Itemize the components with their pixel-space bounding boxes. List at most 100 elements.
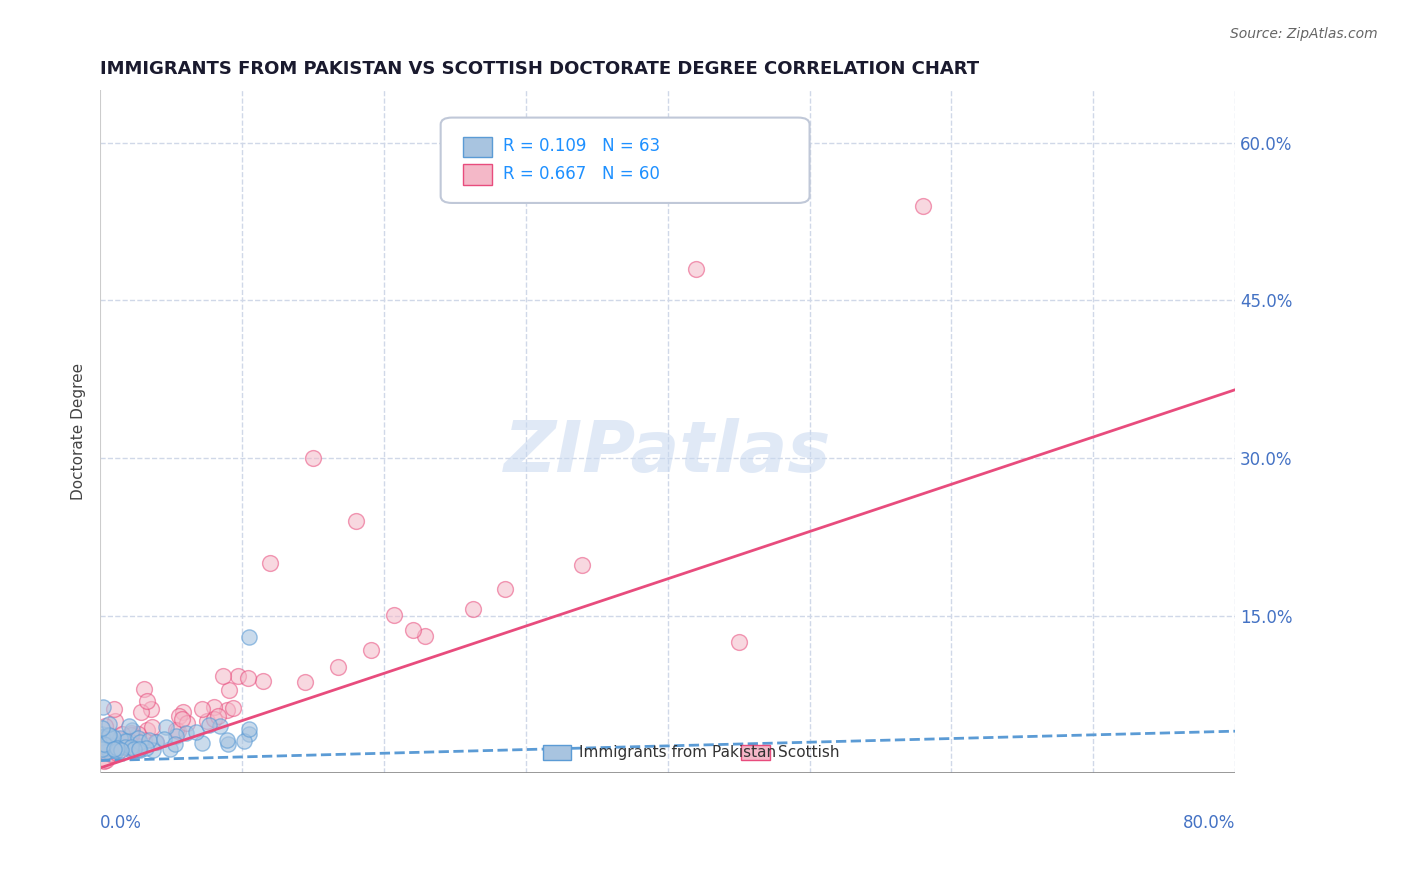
Point (97, 730, 120, 744)
Point (93, 737, 115, 751)
FancyBboxPatch shape (543, 745, 571, 759)
Point (93, 745, 115, 759)
Point (215, 732, 238, 747)
Point (91, 738, 114, 752)
Point (222, 701, 245, 715)
Point (202, 712, 225, 726)
Point (208, 719, 231, 733)
Point (120, 742, 142, 756)
Point (134, 732, 156, 747)
Point (91, 744, 114, 758)
Point (494, 582, 516, 596)
Point (90, 742, 112, 756)
Point (96, 741, 118, 756)
Point (98, 738, 121, 752)
Point (94, 753, 117, 767)
Point (97, 744, 120, 758)
Point (118, 734, 141, 748)
Point (232, 734, 254, 748)
Text: 0.0%: 0.0% (100, 814, 142, 832)
Point (145, 735, 167, 749)
Point (94, 719, 117, 733)
Point (238, 630, 260, 644)
Point (98, 729, 121, 743)
Point (226, 669, 249, 683)
Point (202, 700, 225, 714)
Point (152, 732, 174, 747)
Point (114, 740, 136, 755)
Text: Source: ZipAtlas.com: Source: ZipAtlas.com (1230, 27, 1378, 41)
Point (402, 624, 425, 638)
Point (91, 730, 114, 744)
Point (110, 743, 132, 757)
Point (91, 699, 114, 714)
Point (111, 727, 134, 741)
Point (145, 735, 167, 749)
Point (118, 719, 141, 733)
Point (94, 738, 117, 752)
Point (91, 721, 114, 735)
Point (97, 717, 120, 731)
Point (120, 740, 142, 755)
Point (190, 702, 212, 716)
Point (104, 743, 127, 757)
Point (218, 683, 240, 698)
Point (328, 660, 350, 674)
Point (141, 743, 163, 757)
Text: Scottish: Scottish (778, 745, 839, 759)
Point (107, 732, 129, 747)
Point (108, 739, 131, 754)
Point (138, 732, 160, 747)
Point (100, 747, 122, 761)
Point (96, 744, 118, 758)
Point (127, 731, 149, 745)
Point (105, 740, 128, 755)
Point (135, 723, 157, 737)
Point (112, 734, 135, 748)
Point (120, 728, 142, 742)
Point (136, 694, 159, 708)
Point (207, 708, 229, 723)
Point (294, 675, 316, 690)
Text: IMMIGRANTS FROM PAKISTAN VS SCOTTISH DOCTORATE DEGREE CORRELATION CHART: IMMIGRANTS FROM PAKISTAN VS SCOTTISH DOC… (100, 60, 979, 78)
Point (112, 739, 135, 753)
Point (104, 714, 127, 728)
Point (360, 642, 382, 657)
Point (105, 744, 128, 758)
Point (115, 733, 138, 747)
Point (104, 740, 127, 755)
Point (215, 703, 238, 717)
Point (174, 726, 197, 740)
Point (103, 702, 125, 716)
Point (172, 705, 194, 719)
Point (236, 671, 259, 685)
Point (93, 754, 115, 768)
FancyBboxPatch shape (440, 118, 810, 203)
Point (191, 736, 214, 750)
Point (128, 741, 150, 756)
Point (122, 742, 145, 756)
Point (217, 737, 239, 751)
Point (211, 669, 233, 683)
FancyBboxPatch shape (464, 164, 492, 185)
Point (165, 723, 187, 738)
Point (238, 727, 260, 741)
Point (121, 723, 143, 738)
Point (461, 601, 484, 615)
Point (122, 743, 145, 757)
Text: Immigrants from Pakistan: Immigrants from Pakistan (579, 745, 776, 759)
Point (382, 608, 405, 623)
Point (165, 729, 187, 743)
Point (135, 740, 157, 755)
Point (120, 725, 142, 739)
Text: ZIPatlas: ZIPatlas (503, 417, 831, 487)
Point (127, 739, 149, 754)
Text: R = 0.109   N = 63: R = 0.109 N = 63 (503, 137, 661, 155)
Point (128, 741, 150, 756)
Point (195, 714, 218, 729)
Point (101, 730, 124, 744)
FancyBboxPatch shape (464, 136, 492, 157)
Point (128, 742, 150, 756)
Y-axis label: Doctorate Degree: Doctorate Degree (72, 363, 86, 500)
Point (165, 737, 187, 751)
